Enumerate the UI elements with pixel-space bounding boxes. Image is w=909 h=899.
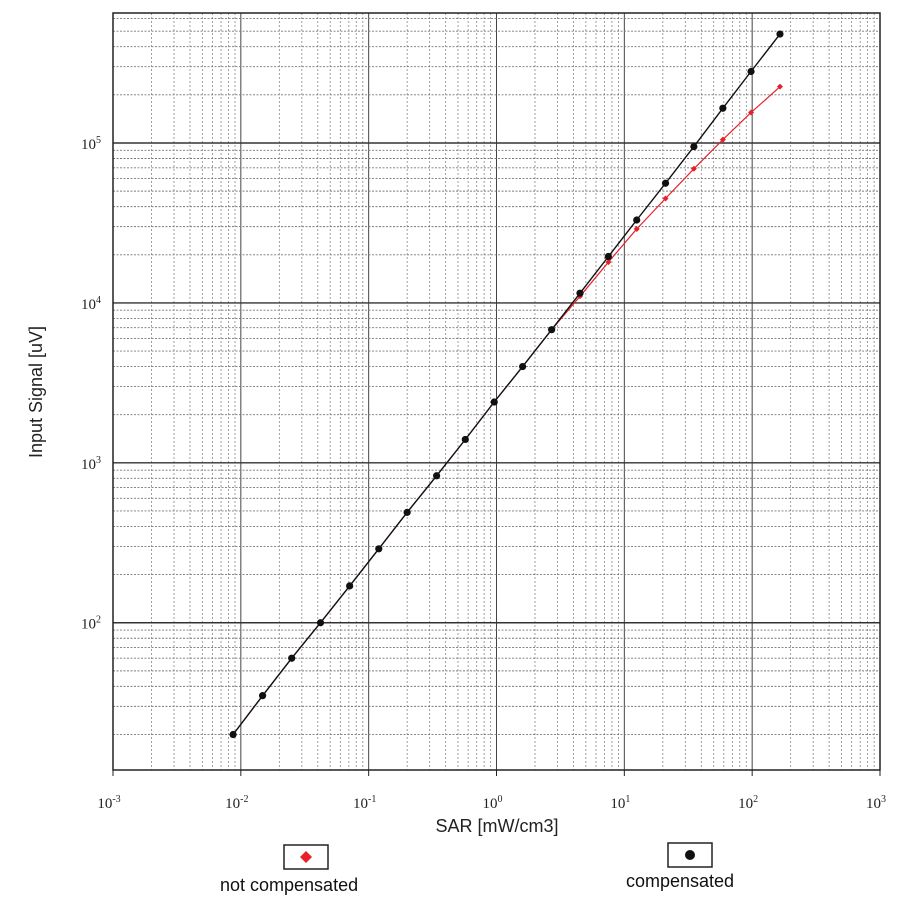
y-tick-label: 103	[81, 455, 101, 473]
x-tick-exponent: -3	[112, 794, 120, 805]
y-axis-title: Input Signal [uV]	[26, 326, 46, 458]
data-point-compensated	[719, 104, 727, 112]
legend-item-not-compensated: not compensated	[220, 844, 358, 895]
series-line-not-compensated	[232, 86, 781, 735]
data-point-compensated	[229, 730, 237, 739]
x-tick-labels: 10-3 10-2 10-1 100 101 102 103	[97, 770, 886, 812]
data-point-compensated	[258, 692, 267, 700]
y-tick-label: 102	[81, 615, 101, 633]
data-point-compensated	[776, 30, 784, 38]
data-point-compensated	[461, 435, 469, 444]
data-point-compensated	[316, 619, 325, 627]
legend-label-not-compensated: not compensated	[220, 875, 358, 895]
x-tick-label: 10-1	[353, 794, 376, 812]
data-point-not-compensated	[719, 136, 726, 143]
y-tick-exponent: 3	[96, 455, 101, 466]
data-point-compensated	[490, 398, 498, 406]
data-point-not-compensated	[605, 259, 612, 266]
data-point-compensated	[690, 142, 698, 151]
x-tick-label: 100	[483, 794, 503, 812]
data-point-not-compensated	[748, 109, 755, 116]
data-point-compensated	[661, 179, 670, 187]
data-point-compensated	[346, 582, 354, 590]
x-tick-exponent: 1	[625, 794, 630, 805]
x-tick-exponent: 0	[498, 794, 503, 805]
data-point-not-compensated	[662, 195, 669, 202]
y-tick-label: 104	[81, 295, 101, 313]
data-point-compensated	[604, 252, 612, 261]
data-point-not-compensated	[776, 83, 783, 90]
legend-item-compensated: compensated	[626, 842, 734, 891]
legend: not compensated compensated	[220, 842, 734, 895]
x-axis-title: SAR [mW/cm3]	[435, 816, 558, 836]
data-point-compensated	[288, 654, 296, 662]
x-tick-exponent: -2	[240, 794, 248, 805]
x-tick-label: 102	[738, 794, 758, 812]
data-point-not-compensated	[633, 225, 640, 232]
data-point-compensated	[747, 67, 755, 76]
y-tick-exponent: 2	[96, 615, 101, 626]
x-tick-label: 101	[610, 794, 630, 812]
legend-label-compensated: compensated	[626, 871, 734, 891]
circle-marker-icon	[685, 850, 695, 860]
data-point-compensated	[403, 508, 411, 516]
series	[229, 30, 784, 739]
x-tick-exponent: 3	[881, 794, 886, 805]
data-point-compensated	[548, 326, 556, 334]
data-point-compensated	[433, 472, 441, 480]
data-point-compensated	[375, 545, 383, 553]
x-tick-label: 10-2	[225, 794, 248, 812]
y-tick-exponent: 5	[96, 135, 101, 146]
y-tick-labels: 102 103 104 105	[81, 135, 101, 633]
series-line-compensated	[232, 33, 781, 735]
y-tick-label: 105	[81, 135, 101, 153]
data-point-compensated	[518, 362, 527, 371]
grid	[113, 13, 880, 770]
x-tick-label: 103	[866, 794, 886, 812]
data-point-not-compensated	[690, 165, 697, 172]
x-tick-exponent: 2	[753, 794, 758, 805]
y-tick-exponent: 4	[96, 295, 101, 306]
data-point-compensated	[576, 289, 584, 297]
series-not-compensated	[230, 83, 783, 738]
series-compensated	[229, 30, 784, 739]
x-tick-label: 10-3	[97, 794, 120, 812]
data-point-compensated	[633, 216, 641, 224]
diamond-marker-icon	[300, 851, 312, 863]
x-tick-exponent: -1	[368, 794, 376, 805]
